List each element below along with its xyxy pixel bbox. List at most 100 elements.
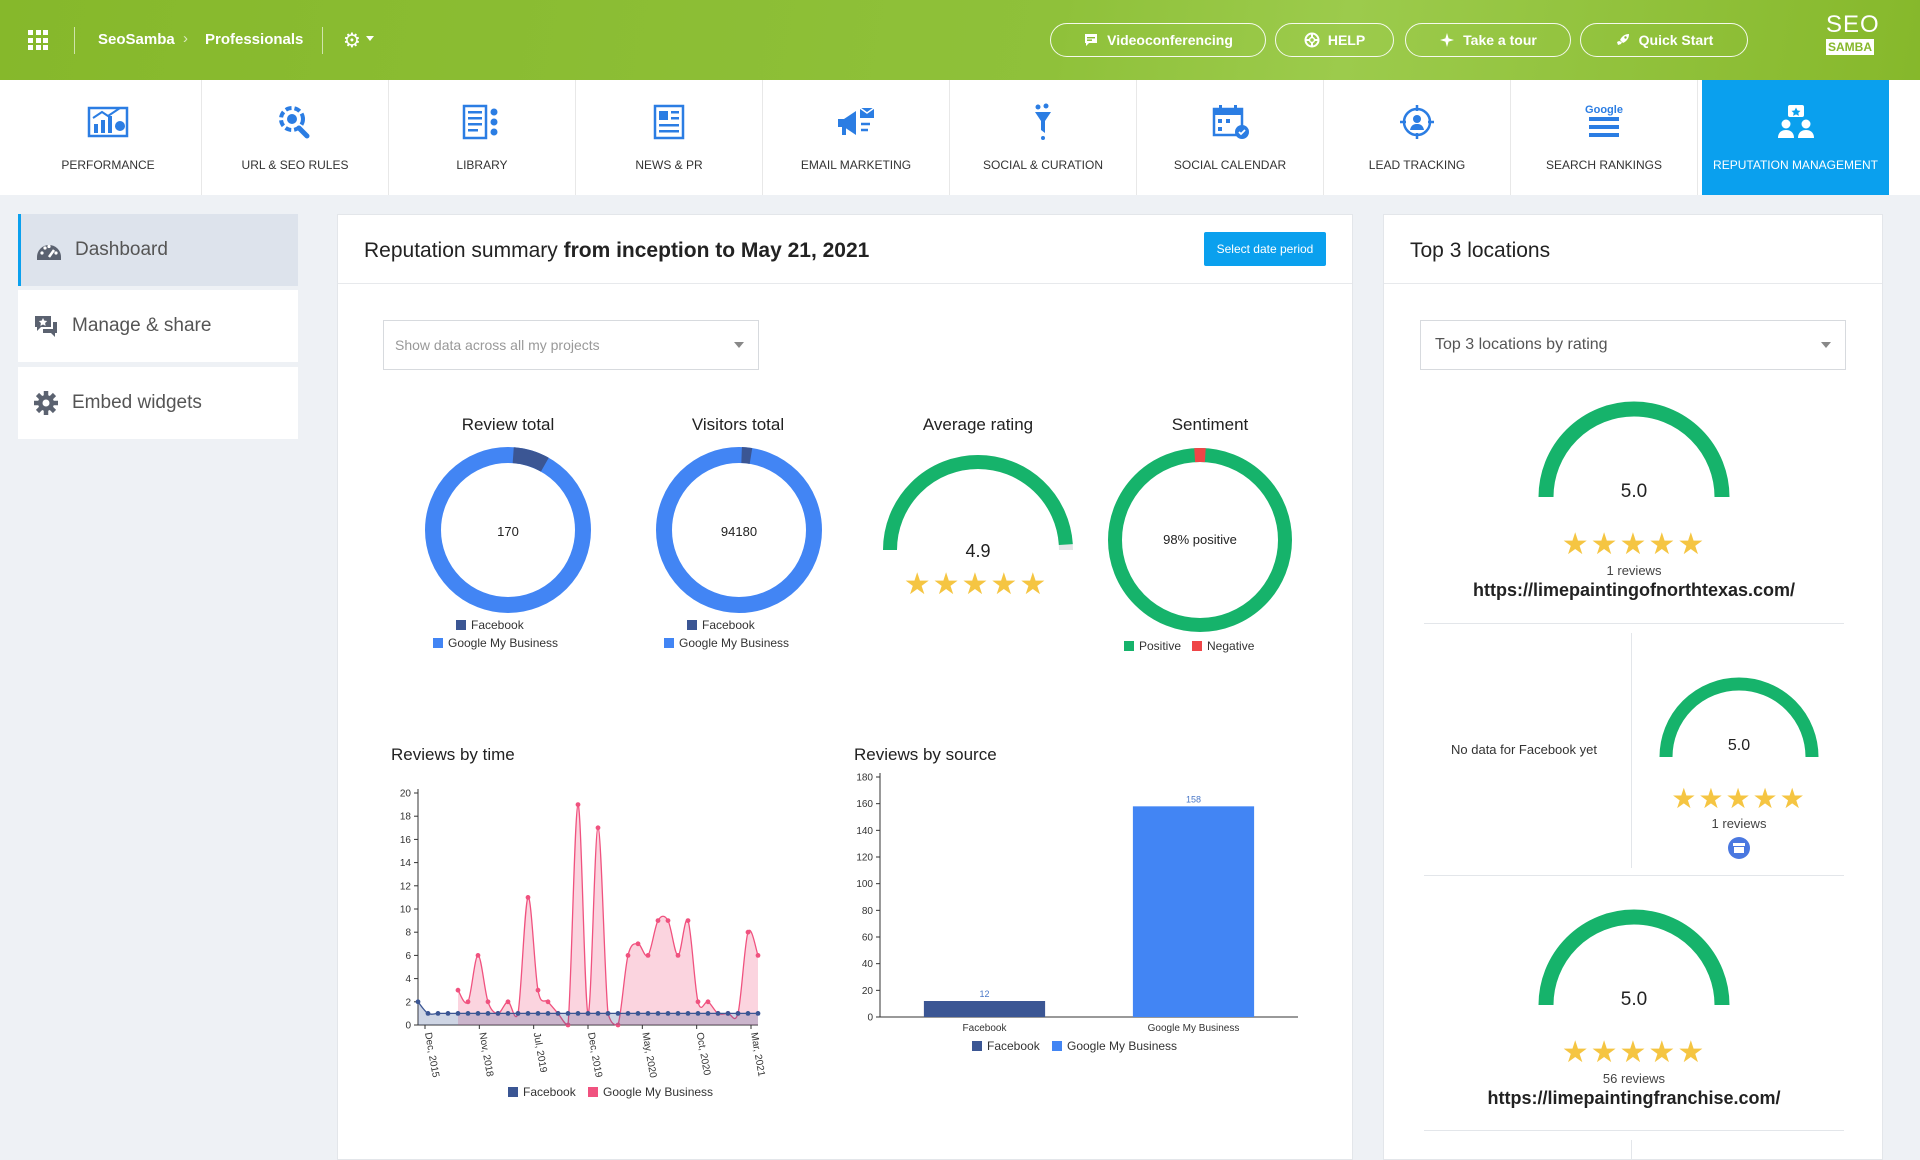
data-point-facebook[interactable] — [485, 1011, 491, 1016]
y-tick-label: 100 — [856, 879, 873, 890]
sidebar-item-embed-widgets[interactable]: Embed widgets — [18, 367, 298, 439]
data-point-facebook[interactable] — [445, 1011, 451, 1016]
data-point-facebook[interactable] — [525, 1011, 531, 1016]
data-point-google-my-business[interactable] — [615, 1022, 621, 1028]
data-point-google-my-business[interactable] — [505, 999, 511, 1005]
data-point-facebook[interactable] — [675, 1011, 681, 1016]
data-point-google-my-business[interactable] — [645, 953, 651, 958]
data-point-google-my-business[interactable] — [595, 825, 601, 831]
data-point-facebook[interactable] — [745, 1011, 751, 1016]
data-point-google-my-business[interactable] — [655, 918, 661, 923]
y-tick-label: 20 — [862, 986, 874, 997]
data-point-facebook[interactable] — [665, 1011, 671, 1016]
data-point-facebook[interactable] — [505, 1011, 511, 1016]
breadcrumb-professionals[interactable]: Professionals — [205, 31, 304, 48]
sidebar-item-dashboard[interactable]: Dashboard — [18, 214, 298, 286]
module-url-seo-rules[interactable]: URL & SEO RULES — [202, 80, 389, 195]
data-point-facebook[interactable] — [625, 1011, 631, 1016]
chevron-down-icon[interactable] — [366, 36, 374, 41]
module-performance[interactable]: PERFORMANCE — [15, 80, 202, 195]
location-3-url[interactable]: https://limepaintingfranchise.com/ — [1487, 1088, 1781, 1108]
data-point-facebook[interactable] — [755, 1011, 761, 1016]
module-social-calendar[interactable]: SOCIAL CALENDAR — [1137, 80, 1324, 195]
select-date-period-button[interactable]: Select date period — [1204, 232, 1326, 266]
data-point-facebook[interactable] — [555, 1011, 561, 1016]
sidebar-item-manage-share[interactable]: Manage & share — [18, 290, 298, 362]
settings-gear-icon[interactable]: ⚙ — [343, 30, 361, 52]
data-point-google-my-business[interactable] — [675, 953, 681, 958]
data-point-google-my-business[interactable] — [475, 953, 481, 958]
y-tick-label: 12 — [400, 881, 412, 892]
module-reputation-management[interactable]: REPUTATION MANAGEMENT — [1702, 80, 1889, 195]
data-point-google-my-business[interactable] — [635, 941, 641, 947]
legend-negative: Negative — [1192, 639, 1254, 653]
data-point-google-my-business[interactable] — [545, 999, 551, 1005]
location-1-url[interactable]: https://limepaintingofnorthtexas.com/ — [1472, 580, 1795, 600]
data-point-facebook[interactable] — [545, 1011, 551, 1016]
data-point-facebook[interactable] — [535, 1011, 541, 1016]
data-point-facebook[interactable] — [565, 1011, 571, 1016]
data-point-facebook[interactable] — [605, 1011, 611, 1016]
data-point-facebook[interactable] — [465, 1011, 471, 1016]
data-point-facebook[interactable] — [705, 1011, 711, 1016]
location-3-rating: 5.0 — [1620, 989, 1648, 1010]
data-point-google-my-business[interactable] — [745, 929, 751, 935]
data-point-facebook[interactable] — [475, 1011, 481, 1016]
quick-start-button[interactable]: Quick Start — [1580, 23, 1748, 57]
take-a-tour-button[interactable]: Take a tour — [1405, 23, 1571, 57]
data-point-facebook[interactable] — [635, 1011, 641, 1016]
data-point-facebook[interactable] — [515, 1011, 521, 1016]
module-search-rankings[interactable]: Google SEARCH RANKINGS — [1511, 80, 1698, 195]
data-point-google-my-business[interactable] — [565, 1022, 571, 1028]
module-lead-tracking[interactable]: LEAD TRACKING — [1324, 80, 1511, 195]
card-header: Reputation summary from inception to May… — [338, 215, 1352, 284]
review-total-facebook-arc — [425, 447, 591, 613]
data-point-google-my-business[interactable] — [525, 895, 531, 900]
seosamba-logo[interactable]: SEO SAMBA — [1826, 13, 1879, 55]
data-point-google-my-business[interactable] — [695, 999, 701, 1005]
data-point-google-my-business[interactable] — [685, 918, 691, 923]
data-point-google-my-business[interactable] — [575, 802, 581, 807]
data-point-facebook[interactable] — [685, 1011, 691, 1016]
bar-facebook[interactable] — [923, 1001, 1046, 1017]
data-point-facebook[interactable] — [495, 1011, 501, 1016]
facebook-swatch — [972, 1041, 982, 1051]
data-point-facebook[interactable] — [725, 1011, 731, 1016]
module-library[interactable]: LIBRARY — [389, 80, 576, 195]
module-social-curation[interactable]: SOCIAL & CURATION — [950, 80, 1137, 195]
data-point-facebook[interactable] — [715, 1011, 721, 1016]
data-point-facebook[interactable] — [655, 1011, 661, 1016]
data-point-facebook[interactable] — [645, 1011, 651, 1016]
breadcrumb-seosamba[interactable]: SeoSamba — [98, 31, 175, 48]
data-point-facebook[interactable] — [585, 1011, 591, 1016]
data-point-facebook[interactable] — [425, 1011, 431, 1016]
data-point-google-my-business[interactable] — [755, 953, 761, 958]
data-point-facebook[interactable] — [735, 1011, 741, 1016]
videoconferencing-button[interactable]: Videoconferencing — [1050, 23, 1266, 57]
data-point-facebook[interactable] — [595, 1011, 601, 1016]
module-news-pr[interactable]: NEWS & PR — [576, 80, 763, 195]
data-point-facebook[interactable] — [695, 1011, 701, 1016]
data-point-facebook[interactable] — [435, 1011, 441, 1016]
project-select-value: Show data across all my projects — [395, 337, 600, 353]
location-3-reviews: 56 reviews — [1602, 1071, 1666, 1086]
data-point-facebook[interactable] — [615, 1011, 621, 1016]
module-email-marketing[interactable]: EMAIL MARKETING — [763, 80, 950, 195]
data-point-google-my-business[interactable] — [625, 953, 631, 958]
locations-sort-select[interactable]: Top 3 locations by rating — [1420, 320, 1846, 370]
project-select[interactable]: Show data across all my projects — [383, 320, 759, 370]
data-point-google-my-business[interactable] — [705, 999, 711, 1005]
data-point-google-my-business[interactable] — [465, 999, 471, 1005]
y-tick-label: 6 — [405, 951, 411, 962]
bar-google-my-business[interactable] — [1132, 806, 1255, 1017]
data-point-facebook[interactable] — [455, 1011, 461, 1016]
help-button[interactable]: HELP — [1275, 23, 1394, 57]
data-point-google-my-business[interactable] — [455, 987, 461, 993]
apps-grid-icon[interactable] — [28, 30, 48, 50]
data-point-facebook[interactable] — [575, 1011, 581, 1016]
data-point-google-my-business[interactable] — [665, 918, 671, 923]
data-point-facebook[interactable] — [415, 999, 421, 1005]
reputation-summary-card: Reputation summary from inception to May… — [337, 214, 1353, 1160]
data-point-google-my-business[interactable] — [535, 987, 541, 993]
data-point-google-my-business[interactable] — [485, 999, 491, 1005]
